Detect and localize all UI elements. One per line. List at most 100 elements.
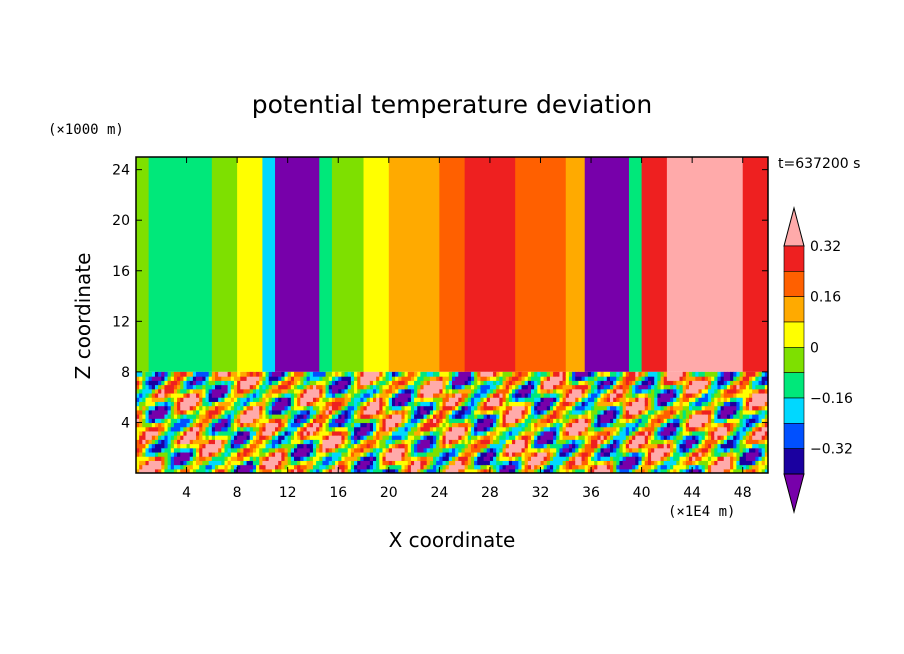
field-cell [606, 397, 611, 402]
field-cell [726, 414, 731, 419]
field-cell [556, 451, 561, 457]
field-cell [281, 409, 286, 415]
x-axis-ticks: 4 8 12 16 20 24 28 32 36 40 44 48 [182, 157, 752, 501]
field-cell [480, 456, 485, 461]
field-cell [660, 409, 665, 415]
field-cell [657, 443, 662, 449]
field-cell [357, 451, 361, 457]
field-cell [628, 426, 633, 432]
field-cell [622, 380, 627, 386]
field-cell [237, 422, 241, 428]
field-cell [420, 405, 425, 411]
field-cell [354, 401, 358, 407]
field-cell [616, 414, 621, 419]
field-cell [480, 439, 485, 445]
field-cell [736, 384, 741, 390]
field-cell [711, 414, 715, 419]
field-cell [584, 456, 589, 461]
field-cell [698, 405, 703, 411]
field-cell [470, 401, 475, 407]
field-cell [142, 439, 147, 445]
field-cell [512, 464, 516, 470]
field-cell [347, 388, 352, 394]
field-cell [470, 468, 475, 473]
field-cell [726, 460, 731, 466]
field-cell [442, 460, 447, 466]
field-cell [692, 384, 696, 390]
field-cell [154, 388, 159, 394]
field-cell [477, 464, 482, 470]
field-cell [521, 405, 526, 411]
field-cell [458, 460, 463, 466]
field-cell [170, 443, 175, 449]
field-cell [262, 418, 267, 424]
field-cell [467, 371, 472, 377]
field-cell [562, 397, 567, 402]
field-cell [613, 430, 617, 436]
field-cell [644, 430, 649, 436]
field-cell [531, 430, 535, 436]
field-cell [692, 392, 696, 398]
field-cell [461, 392, 466, 398]
field-cell [663, 460, 668, 466]
field-cell [502, 435, 507, 440]
field-cell [723, 451, 728, 457]
field-cell [698, 418, 703, 424]
field-cell [651, 388, 655, 394]
field-cell [211, 371, 216, 377]
field-cell [275, 380, 279, 386]
field-cell [433, 384, 437, 390]
field-cell [534, 451, 538, 457]
field-cell [414, 380, 418, 386]
field-cell [670, 380, 674, 386]
field-cell [546, 409, 551, 415]
field-cell [199, 447, 203, 453]
field-cell [698, 430, 703, 436]
field-cell [651, 422, 655, 428]
field-cell [221, 414, 226, 419]
field-cell [328, 460, 333, 466]
field-cell [452, 384, 456, 390]
field-cell [379, 468, 384, 473]
field-cell [742, 435, 747, 440]
field-cell [581, 392, 586, 398]
field-cell [619, 401, 624, 407]
field-cell [663, 430, 668, 436]
field-cell [584, 384, 589, 390]
field-cell [726, 451, 731, 457]
field-cell [271, 426, 276, 432]
field-cell [373, 426, 377, 432]
field-cell [284, 414, 289, 419]
field-cell [549, 371, 554, 377]
field-cell [587, 460, 592, 466]
field-cell [549, 376, 554, 381]
field-cell [360, 392, 365, 398]
field-cell [139, 447, 143, 453]
field-cell [531, 451, 535, 457]
field-cell [638, 388, 643, 394]
field-cell [540, 456, 545, 461]
field-cell [458, 371, 463, 377]
field-cell [256, 397, 260, 402]
field-cell [309, 392, 314, 398]
field-cell [186, 414, 191, 419]
field-cell [761, 414, 766, 419]
field-cell [139, 401, 143, 407]
field-cell [638, 401, 643, 407]
field-cell [644, 392, 649, 398]
field-cell [271, 405, 276, 411]
field-cell [139, 456, 143, 461]
field-cell [246, 456, 251, 461]
field-cell [720, 468, 725, 473]
field-cell [502, 414, 507, 419]
field-cell [173, 426, 178, 432]
field-cell [379, 397, 384, 402]
field-cell [136, 384, 140, 390]
field-cell [407, 401, 412, 407]
field-cell [540, 409, 545, 415]
field-cell [388, 405, 393, 411]
field-cell [268, 409, 273, 415]
field-cell [635, 430, 640, 436]
field-cell [388, 468, 393, 473]
field-cell [730, 409, 734, 415]
